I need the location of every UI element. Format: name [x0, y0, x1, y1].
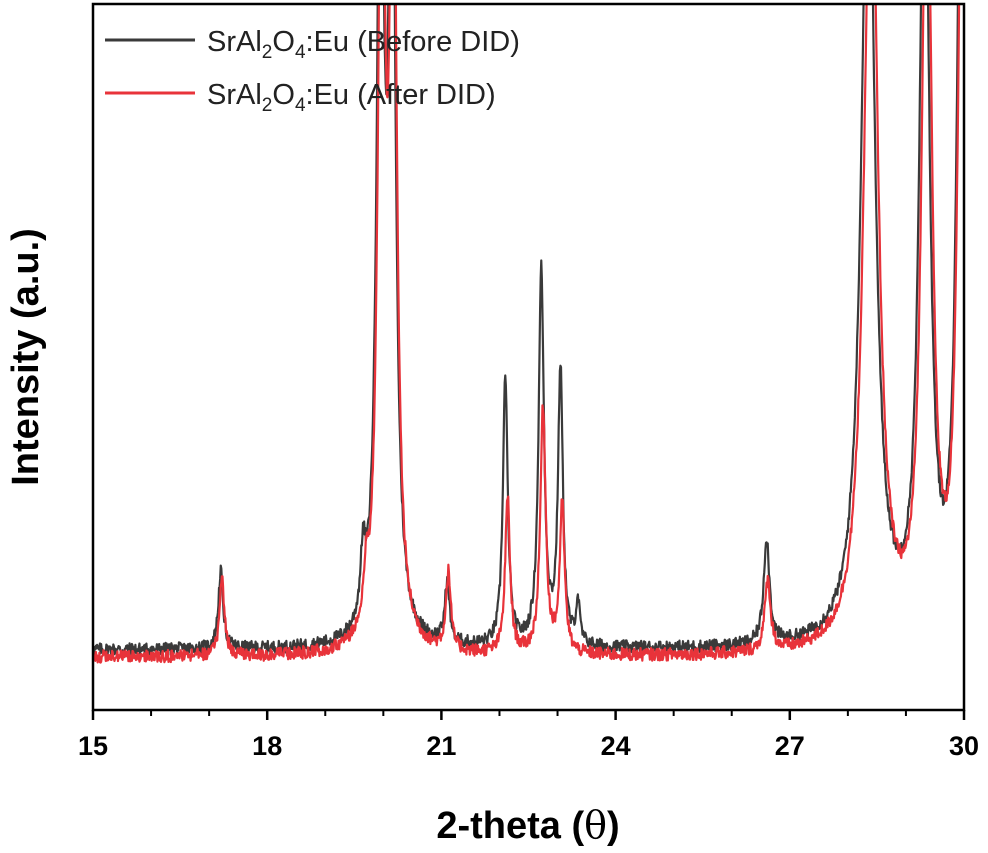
series-layer: [93, 4, 961, 664]
x-tick-label: 15: [78, 731, 108, 761]
x-tick-label: 27: [775, 731, 805, 761]
series-after-did: [93, 4, 961, 664]
x-tick-label: 18: [252, 731, 282, 761]
x-tick-label: 21: [426, 731, 456, 761]
legend: SrAl2O4:Eu (Before DID) SrAl2O4:Eu (Afte…: [105, 26, 520, 116]
plot-frame: [91, 2, 966, 712]
y-axis-title: Intensity (a.u.): [5, 228, 47, 486]
x-tick-label: 24: [601, 731, 631, 761]
x-axis: 15 18 21 24 27 30: [78, 710, 979, 761]
legend-label-after: SrAl2O4:Eu (After DID): [207, 79, 496, 116]
x-axis-title: 2-theta (θ): [436, 803, 619, 847]
legend-label-before: SrAl2O4:Eu (Before DID): [207, 26, 520, 63]
x-tick-label: 30: [949, 731, 979, 761]
